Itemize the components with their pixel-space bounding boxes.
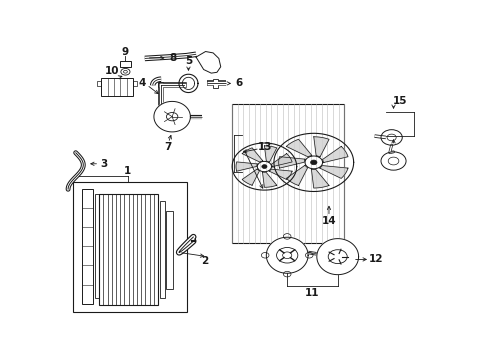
- Polygon shape: [236, 162, 258, 171]
- Bar: [160, 201, 165, 298]
- Polygon shape: [265, 146, 277, 162]
- Text: 6: 6: [235, 78, 242, 89]
- Polygon shape: [242, 148, 263, 162]
- Text: 1: 1: [124, 166, 131, 176]
- Polygon shape: [312, 169, 329, 188]
- Text: 3: 3: [100, 159, 107, 169]
- Bar: [120, 61, 131, 67]
- Text: 12: 12: [368, 255, 383, 264]
- Polygon shape: [263, 172, 277, 187]
- Text: 7: 7: [164, 142, 171, 152]
- Circle shape: [262, 165, 267, 168]
- Text: 14: 14: [321, 216, 336, 226]
- Bar: [99, 194, 158, 305]
- Bar: [167, 211, 173, 288]
- Text: 8: 8: [170, 53, 177, 63]
- Bar: [95, 194, 99, 298]
- Text: 13: 13: [258, 142, 272, 152]
- Polygon shape: [317, 239, 359, 275]
- Polygon shape: [269, 169, 292, 180]
- Polygon shape: [322, 147, 348, 163]
- Text: 4: 4: [139, 78, 146, 89]
- Text: 11: 11: [305, 288, 319, 298]
- Bar: [213, 79, 218, 87]
- Polygon shape: [242, 169, 259, 185]
- Polygon shape: [286, 165, 308, 185]
- Bar: [82, 189, 93, 304]
- Bar: [98, 81, 101, 86]
- Text: 10: 10: [104, 66, 119, 76]
- Polygon shape: [154, 102, 190, 132]
- Text: 15: 15: [393, 96, 407, 106]
- Polygon shape: [271, 154, 292, 167]
- Polygon shape: [279, 157, 305, 168]
- Polygon shape: [286, 139, 312, 157]
- Polygon shape: [267, 237, 308, 273]
- Polygon shape: [314, 137, 329, 157]
- Bar: [73, 182, 187, 312]
- Text: 5: 5: [185, 56, 192, 66]
- Polygon shape: [319, 166, 348, 179]
- Polygon shape: [196, 51, 220, 73]
- Bar: [101, 78, 133, 96]
- Text: 2: 2: [201, 256, 208, 266]
- Bar: [133, 81, 137, 86]
- Text: 9: 9: [122, 46, 129, 57]
- Bar: [232, 104, 344, 243]
- Circle shape: [311, 160, 317, 165]
